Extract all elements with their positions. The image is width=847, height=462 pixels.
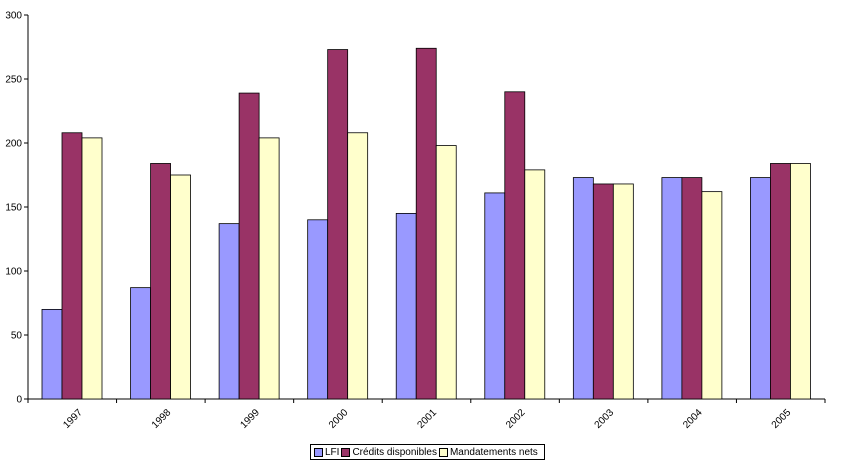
bar-lfi-2002 [484,192,506,400]
bar-mandatements-nets-2000 [347,132,369,400]
legend-item-credits-disponibles: Crédits disponibles [341,447,437,458]
legend-item-lfi: LFI [314,447,339,458]
bar-cr-dits-disponibles-2000 [327,49,349,400]
x-tick-label: 2004 [681,407,705,431]
x-tick-label: 1998 [150,407,174,431]
bar-lfi-2005 [750,177,771,400]
legend-swatch-lfi [314,447,323,457]
x-axis: 1997 1998 1999 2000 2001 2002 2003 2004 2005 [27,398,826,431]
bar-cr-dits-disponibles-1997 [61,132,83,400]
legend-label-lfi: LFI [325,446,340,458]
y-tick-label: 300 [5,11,22,22]
y-tick-label: 50 [11,331,23,342]
x-tick-label: 2003 [593,407,617,431]
y-tick-label: 150 [5,203,22,214]
bar-lfi-2004 [661,177,683,400]
bar-cr-dits-disponibles-2004 [681,177,703,400]
legend-swatch-mandatements-nets [438,447,448,457]
bars [41,47,811,400]
bar-mandatements-nets-2005 [790,163,811,400]
bar-cr-dits-disponibles-2005 [770,163,791,400]
x-tick-label: 2005 [770,407,794,431]
x-tick-label: 2000 [327,407,351,431]
y-axis: 0 50 100 150 200 250 300 [5,11,29,406]
bar-cr-dits-disponibles-2001 [415,47,437,400]
y-tick-label: 250 [5,75,22,86]
legend-swatch-credits-disponibles [341,447,351,457]
legend-label-mandatements-nets: Mandatements nets [449,446,538,458]
bar-cr-dits-disponibles-1999 [238,92,260,400]
bar-cr-dits-disponibles-2003 [592,183,614,400]
y-tick-label: 0 [16,395,22,406]
y-tick-label: 200 [5,139,22,150]
legend: LFI Crédits disponibles Mandatements net… [310,444,545,460]
x-tick-label: 1997 [61,407,85,431]
bar-mandatements-nets-2002 [524,169,546,400]
bar-lfi-2001 [395,212,417,400]
bar-mandatements-nets-2003 [612,183,634,400]
legend-label-credits-disponibles: Crédits disponibles [352,446,437,458]
bar-mandatements-nets-1998 [170,174,191,400]
bar-lfi-1998 [130,287,151,400]
y-tick-label: 100 [5,267,22,278]
bar-lfi-1999 [218,223,240,400]
x-tick-label: 2001 [416,407,440,431]
bar-mandatements-nets-1997 [81,137,103,400]
bar-lfi-1997 [41,308,63,400]
x-tick-label: 1999 [238,407,262,431]
bar-cr-dits-disponibles-1998 [150,163,171,400]
bar-lfi-2000 [307,219,329,400]
bar-mandatements-nets-1999 [258,137,280,400]
bar-mandatements-nets-2004 [701,191,723,400]
bar-lfi-2003 [572,177,594,400]
bar-cr-dits-disponibles-2002 [504,91,526,400]
x-tick-label: 2002 [504,407,528,431]
legend-item-mandatements-nets: Mandatements nets [438,446,538,458]
bar-mandatements-nets-2001 [435,145,457,400]
